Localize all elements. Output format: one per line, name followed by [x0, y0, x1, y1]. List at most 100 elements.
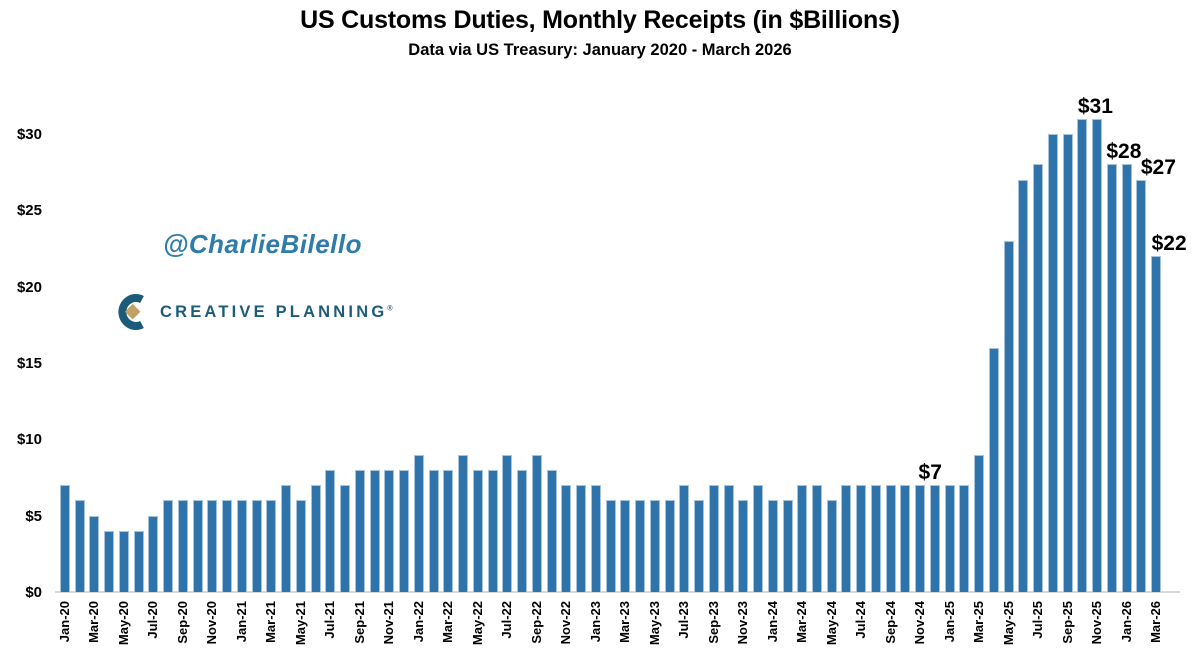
bar [915, 485, 926, 592]
bar-value-label: $22 [1151, 232, 1187, 256]
bar [1003, 240, 1014, 592]
bar [266, 500, 277, 592]
x-tick-label: Nov-25 [1089, 601, 1105, 645]
bar [325, 469, 336, 592]
bar [841, 485, 852, 592]
x-tick-label: Jan-24 [764, 601, 780, 643]
bar [944, 485, 955, 592]
bar [826, 500, 837, 592]
bar [620, 500, 631, 592]
y-tick-label: $0 [25, 584, 42, 601]
x-tick-label: Sep-23 [705, 601, 721, 644]
x-tick-label: Nov-22 [558, 601, 574, 645]
bar [413, 454, 424, 592]
x-tick-label: Jul-24 [853, 601, 869, 639]
x-tick-label: Nov-20 [204, 601, 220, 645]
x-tick-label: Jan-26 [1118, 601, 1134, 643]
bar [885, 485, 896, 592]
bar [959, 485, 970, 592]
bar [354, 469, 365, 592]
bar [1047, 133, 1058, 592]
bar [590, 485, 601, 592]
bar [531, 454, 542, 592]
x-tick-label: Mar-21 [263, 601, 279, 643]
x-tick-label: May-20 [115, 601, 131, 646]
bar [192, 500, 203, 592]
bar [472, 469, 483, 592]
bar [856, 485, 867, 592]
bar [797, 485, 808, 592]
bar [458, 454, 469, 592]
x-tick-label: Jul-20 [145, 601, 161, 639]
x-tick-label: May-25 [1000, 601, 1016, 646]
bar [900, 485, 911, 592]
bar [60, 485, 70, 592]
bar [753, 485, 763, 592]
bar [811, 485, 822, 592]
bar [163, 500, 174, 592]
bar [1136, 179, 1147, 592]
bar [236, 500, 247, 592]
bar [207, 500, 218, 592]
bar [177, 500, 188, 592]
bar [1092, 118, 1103, 592]
bar [1018, 179, 1029, 592]
x-tick-label: Mar-26 [1148, 601, 1164, 643]
bar [74, 500, 85, 592]
bar [605, 500, 616, 592]
x-tick-label: Jul-22 [499, 601, 515, 639]
bar [767, 500, 778, 592]
x-tick-label: Mar-20 [86, 601, 102, 643]
bar [649, 500, 660, 592]
logo-c-icon [118, 294, 144, 330]
x-tick-label: Jul-21 [322, 601, 338, 639]
bar [384, 469, 395, 592]
y-tick-label: $20 [16, 278, 42, 296]
x-tick-label: May-24 [823, 601, 839, 646]
bar [517, 469, 528, 592]
bar [694, 500, 705, 592]
y-tick-label: $25 [16, 202, 42, 220]
bar [369, 469, 380, 592]
watermark-author-handle: @CharlieBilello [163, 229, 363, 259]
x-tick-label: May-22 [469, 601, 485, 646]
bar [1077, 118, 1088, 592]
bar [1033, 164, 1044, 592]
y-tick-label: $5 [25, 507, 42, 525]
bar [576, 485, 587, 592]
bar [708, 485, 719, 592]
bar [1062, 133, 1073, 592]
x-tick-label: Mar-22 [440, 601, 456, 643]
bar-value-label: $7 [918, 461, 942, 485]
bar [148, 515, 159, 592]
bar [251, 500, 262, 592]
bar [679, 485, 690, 592]
chart-subtitle: Data via US Treasury: January 2020 - Mar… [408, 41, 792, 59]
y-tick-label: $15 [16, 354, 42, 372]
y-tick-label: $30 [16, 125, 42, 143]
bar [428, 469, 439, 592]
y-tick-label: $10 [16, 431, 42, 449]
x-tick-label: Sep-20 [174, 601, 190, 644]
x-axis-line [55, 591, 1180, 593]
x-tick-label: Jan-23 [587, 601, 603, 643]
bar [340, 485, 351, 592]
bar [487, 469, 498, 592]
bar [133, 530, 144, 592]
x-tick-label: May-23 [646, 601, 662, 646]
x-tick-label: Jul-23 [676, 601, 692, 639]
bar [1121, 164, 1132, 592]
bar [295, 500, 306, 592]
bar [502, 454, 513, 592]
bar [222, 500, 233, 592]
bar [281, 485, 292, 592]
bar [1151, 256, 1162, 592]
x-tick-label: Sep-25 [1059, 601, 1075, 644]
bar [89, 515, 100, 592]
x-tick-label: Nov-21 [381, 601, 397, 645]
x-tick-label: Jan-22 [410, 601, 426, 643]
bar [443, 469, 454, 592]
bar [974, 454, 985, 592]
bar [310, 485, 321, 592]
